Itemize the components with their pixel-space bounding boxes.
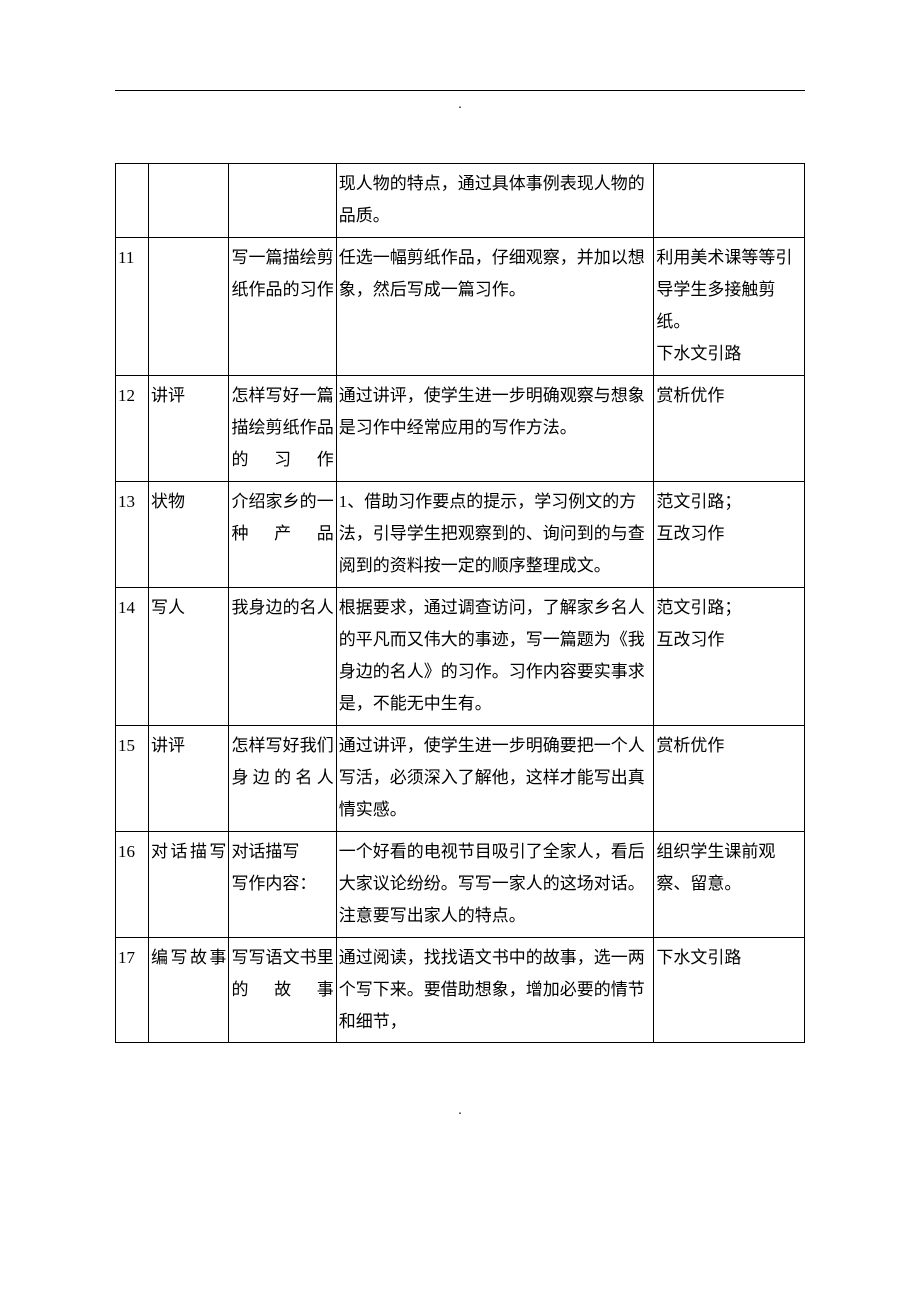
category-cell <box>149 237 229 375</box>
title-cell: 怎样写好我们身边的名人 <box>229 725 336 831</box>
footer-dot: . <box>115 1103 805 1119</box>
title-cell: 我身边的名人 <box>229 587 336 725</box>
table-row: 17编写故事写写语文书里的故事通过阅读，找找语文书中的故事，选一两个写下来。要借… <box>116 937 805 1043</box>
table-row: 15讲评怎样写好我们身边的名人通过讲评，使学生进一步明确要把一个人写活，必须深入… <box>116 725 805 831</box>
title-cell: 写写语文书里的故事 <box>229 937 336 1043</box>
table-row: 14写人我身边的名人根据要求，通过调查访问，了解家乡名人的平凡而又伟大的事迹，写… <box>116 587 805 725</box>
category-cell: 讲评 <box>149 375 229 481</box>
requirement-cell: 现人物的特点，通过具体事例表现人物的品质。 <box>336 164 654 238</box>
method-cell: 下水文引路 <box>654 937 805 1043</box>
category-cell: 对话描写 <box>149 831 229 937</box>
requirement-cell: 通过讲评，使学生进一步明确要把一个人写活，必须深入了解他，这样才能写出真情实感。 <box>336 725 654 831</box>
header-dot: . <box>115 97 805 113</box>
row-number: 11 <box>116 237 149 375</box>
row-number: 12 <box>116 375 149 481</box>
requirement-cell: 一个好看的电视节目吸引了全家人，看后大家议论纷纷。写写一家人的这场对话。注意要写… <box>336 831 654 937</box>
method-cell: 范文引路；互改习作 <box>654 481 805 587</box>
method-cell: 赏析优作 <box>654 725 805 831</box>
title-cell: 怎样写好一篇描绘剪纸作品的习作 <box>229 375 336 481</box>
method-cell: 范文引路；互改习作 <box>654 587 805 725</box>
title-cell: 介绍家乡的一种产品 <box>229 481 336 587</box>
requirement-cell: 1、借助习作要点的提示，学习例文的方法，引导学生把观察到的、询问到的与查阅到的资… <box>336 481 654 587</box>
row-number <box>116 164 149 238</box>
requirement-cell: 通过阅读，找找语文书中的故事，选一两个写下来。要借助想象，增加必要的情节和细节， <box>336 937 654 1043</box>
method-cell <box>654 164 805 238</box>
title-cell: 写一篇描绘剪纸作品的习作 <box>229 237 336 375</box>
category-cell: 状物 <box>149 481 229 587</box>
method-cell: 利用美术课等等引导学生多接触剪纸。下水文引路 <box>654 237 805 375</box>
requirement-cell: 根据要求，通过调查访问，了解家乡名人的平凡而又伟大的事迹，写一篇题为《我身边的名… <box>336 587 654 725</box>
category-cell: 写人 <box>149 587 229 725</box>
table-row: 现人物的特点，通过具体事例表现人物的品质。 <box>116 164 805 238</box>
row-number: 15 <box>116 725 149 831</box>
lesson-plan-table: 现人物的特点，通过具体事例表现人物的品质。 11 写一篇描绘剪纸作品的习作任选一幅剪… <box>115 163 805 1043</box>
row-number: 13 <box>116 481 149 587</box>
requirement-cell: 任选一幅剪纸作品，仔细观察，并加以想象，然后写成一篇习作。 <box>336 237 654 375</box>
table-row: 12讲评怎样写好一篇描绘剪纸作品的习作通过讲评，使学生进一步明确观察与想象是习作… <box>116 375 805 481</box>
category-cell <box>149 164 229 238</box>
title-cell: 对话描写写作内容： <box>229 831 336 937</box>
row-number: 14 <box>116 587 149 725</box>
category-cell: 编写故事 <box>149 937 229 1043</box>
row-number: 17 <box>116 937 149 1043</box>
row-number: 16 <box>116 831 149 937</box>
category-cell: 讲评 <box>149 725 229 831</box>
header-rule <box>115 90 805 91</box>
document-page: . 现人物的特点，通过具体事例表现人物的品质。 11 写一篇描绘剪纸作品的习作任选一… <box>0 0 920 1179</box>
method-cell: 组织学生课前观察、留意。 <box>654 831 805 937</box>
requirement-cell: 通过讲评，使学生进一步明确观察与想象是习作中经常应用的写作方法。 <box>336 375 654 481</box>
table-row: 16对话描写对话描写写作内容：一个好看的电视节目吸引了全家人，看后大家议论纷纷。… <box>116 831 805 937</box>
table-row: 11 写一篇描绘剪纸作品的习作任选一幅剪纸作品，仔细观察，并加以想象，然后写成一篇… <box>116 237 805 375</box>
method-cell: 赏析优作 <box>654 375 805 481</box>
table-row: 13状物介绍家乡的一种产品1、借助习作要点的提示，学习例文的方法，引导学生把观察… <box>116 481 805 587</box>
title-cell <box>229 164 336 238</box>
